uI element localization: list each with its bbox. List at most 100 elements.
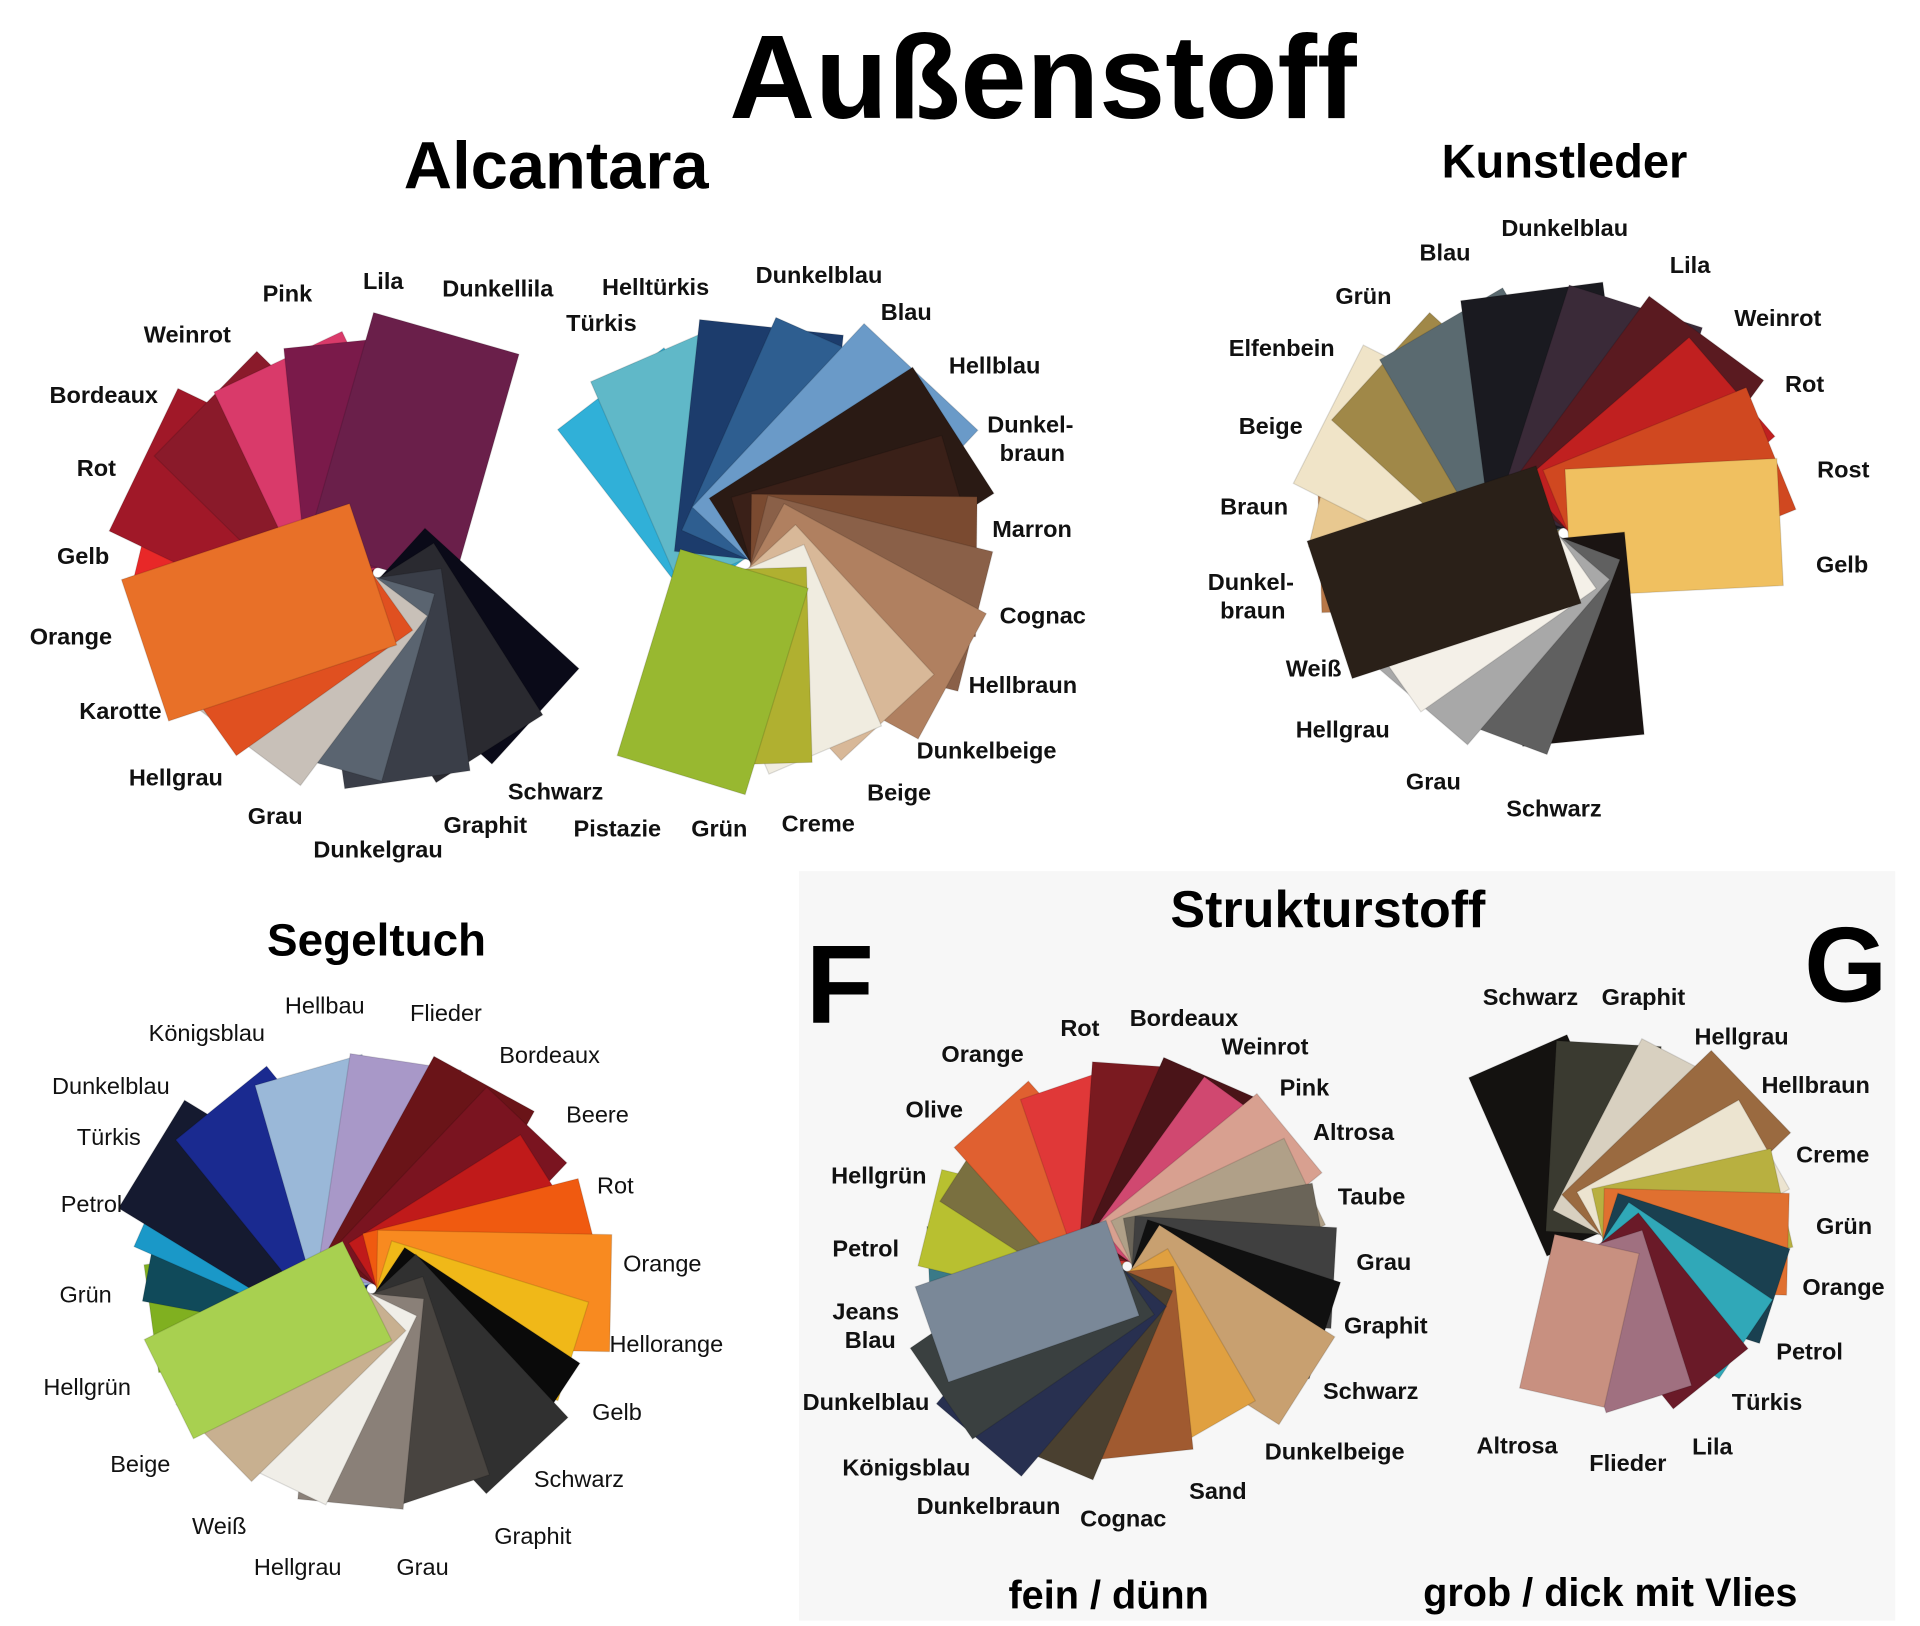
swatch-fan-struktur-f: Rot Bordeaux Orange Weinrot Olive Pink Altrosa…: [803, 1005, 1428, 1531]
swatch-label-braun: Braun: [1220, 493, 1288, 519]
swatch-label-karotte: Karotte: [79, 698, 161, 724]
swatch-label-koenigsblau: Königsblau: [842, 1455, 970, 1481]
swatch-pistazie: [616, 548, 809, 796]
swatch-label-helltuerkis: Helltürkis: [602, 274, 709, 300]
strukturstoff-heading: Strukturstoff: [1170, 881, 1486, 939]
swatch-label-beige: Beige: [867, 780, 931, 806]
swatch-fan-segeltuch: Hellbau Königsblau Flieder Bordeaux Dunkelbl…: [43, 993, 723, 1580]
swatch-label-hellbau: Hellbau: [285, 993, 365, 1019]
swatch-fan-alcantara-a: Weinrot Pink Lila Dunkellila Bordeaux Rot Gelb…: [30, 268, 604, 863]
swatch-label-sand: Sand: [1189, 1478, 1247, 1504]
variant-g-caption: grob / dick mit Vlies: [1423, 1571, 1797, 1615]
swatch-label-blau: Blau: [881, 299, 932, 325]
swatch-label-graphit: Graphit: [443, 812, 527, 838]
swatch-label-bordeaux: Bordeaux: [50, 382, 158, 408]
swatch-label-lila: Lila: [1670, 252, 1711, 278]
swatch-label-rot: Rot: [597, 1172, 634, 1198]
swatch-orange: [120, 502, 398, 722]
swatch-label-gruen: Grün: [1816, 1213, 1872, 1239]
swatch-label-grau: Grau: [1406, 768, 1461, 794]
swatch-fan-struktur-g: Schwarz Graphit Hellgrau Hellbraun Creme Grün…: [1468, 984, 1885, 1476]
swatch-hellgruen: [143, 1240, 393, 1440]
swatch-label-rot: Rot: [77, 455, 116, 481]
swatch-label-dunkelblau: Dunkelblau: [756, 262, 883, 288]
swatch-label-hellgruen: Hellgrün: [43, 1374, 131, 1400]
alcantara-heading: Alcantara: [404, 129, 710, 204]
swatch-label-dunkelblau: Dunkelblau: [52, 1073, 170, 1099]
swatch-label-flieder: Flieder: [410, 1000, 482, 1026]
swatch-label-creme: Creme: [782, 811, 855, 837]
swatch-dunkellila: [305, 311, 520, 590]
swatch-label-orange: Orange: [1802, 1274, 1884, 1300]
swatch-label-dunkelgrau: Dunkelgrau: [313, 837, 442, 863]
variant-f-caption: fein / dünn: [1008, 1573, 1208, 1617]
swatch-label-schwarz: Schwarz: [508, 778, 603, 804]
swatch-label-dunkelbraun: Dunkelbraun: [917, 1493, 1061, 1519]
swatch-label-grau: Grau: [248, 803, 303, 829]
swatch-label-schwarz: Schwarz: [1483, 984, 1578, 1010]
swatch-label-petrol: Petrol: [832, 1235, 899, 1261]
swatch-label-olive: Olive: [905, 1097, 963, 1123]
swatch-label-elfenbein: Elfenbein: [1229, 335, 1335, 361]
swatch-fan-alcantara-b: Türkis Helltürkis Dunkelblau Blau Hellblau Du…: [556, 262, 1086, 842]
swatch-label-hellorange: Hellorange: [609, 1331, 723, 1357]
swatch-label-pink: Pink: [1280, 1074, 1331, 1100]
swatch-label-lila: Lila: [363, 268, 404, 294]
swatch-label-graphit: Graphit: [1344, 1312, 1428, 1338]
swatch-label-gruen: Grün: [1335, 283, 1391, 309]
swatch-label-weiss: Weiß: [1286, 656, 1342, 682]
swatch-label-cognac: Cognac: [1000, 602, 1086, 628]
swatch-altrosa: [1518, 1233, 1640, 1409]
swatch-label-schwarz: Schwarz: [1323, 1378, 1418, 1404]
swatch-label-rot: Rot: [1060, 1015, 1099, 1041]
variant-f-letter: F: [806, 921, 874, 1046]
swatch-jeans-blau: [914, 1219, 1140, 1383]
swatch-label-dunkel-braun: Dunkel-braun: [1208, 569, 1294, 623]
swatch-label-dunkellila: Dunkellila: [442, 275, 554, 301]
page-title: Außenstoff: [729, 11, 1357, 144]
swatch-label-hellblau: Hellblau: [949, 352, 1040, 378]
swatch-label-weinrot: Weinrot: [1221, 1034, 1308, 1060]
swatch-label-rot: Rot: [1785, 371, 1824, 397]
swatch-label-tuerkis: Türkis: [77, 1124, 141, 1150]
swatch-label-beere: Beere: [566, 1102, 629, 1128]
swatch-label-tuerkis: Türkis: [1732, 1389, 1803, 1415]
variant-g-letter: G: [1804, 905, 1887, 1024]
swatch-label-hellbraun: Hellbraun: [1761, 1072, 1869, 1098]
swatch-label-pistazie: Pistazie: [574, 816, 662, 842]
swatch-label-flieder: Flieder: [1589, 1450, 1666, 1476]
swatch-label-hellbraun: Hellbraun: [969, 672, 1077, 698]
swatch-label-bordeaux: Bordeaux: [1130, 1005, 1238, 1031]
swatch-label-gelb: Gelb: [57, 543, 109, 569]
swatch-label-petrol: Petrol: [61, 1191, 122, 1217]
swatch-label-hellgrau: Hellgrau: [1296, 716, 1390, 742]
swatch-label-gruen: Grün: [59, 1281, 111, 1307]
swatch-label-pink: Pink: [263, 280, 314, 306]
swatch-label-hellgruen: Hellgrün: [831, 1162, 926, 1188]
swatch-label-dunkelblau: Dunkelblau: [1501, 215, 1628, 241]
swatch-label-grau: Grau: [396, 1554, 448, 1580]
swatch-label-lila: Lila: [1692, 1434, 1733, 1460]
swatch-label-hellgrau: Hellgrau: [1695, 1024, 1789, 1050]
swatch-label-graphit: Graphit: [494, 1523, 572, 1549]
swatch-label-hellgrau: Hellgrau: [129, 765, 223, 791]
swatch-label-schwarz: Schwarz: [1506, 796, 1601, 822]
swatch-label-beige: Beige: [1239, 413, 1303, 439]
swatch-label-gruen: Grün: [691, 816, 747, 842]
swatch-label-tuerkis: Türkis: [566, 310, 637, 336]
swatch-label-petrol: Petrol: [1776, 1338, 1843, 1364]
swatch-label-taube: Taube: [1338, 1183, 1406, 1209]
swatch-label-jeans-blau: Jeans Blau: [832, 1299, 899, 1353]
swatch-label-altrosa: Altrosa: [1313, 1119, 1395, 1145]
segeltuch-heading: Segeltuch: [267, 914, 486, 965]
kunstleder-heading: Kunstleder: [1442, 135, 1688, 188]
swatch-label-gelb: Gelb: [1816, 552, 1868, 578]
swatch-label-rost: Rost: [1817, 456, 1869, 482]
swatch-label-orange: Orange: [941, 1041, 1023, 1067]
swatch-label-altrosa: Altrosa: [1477, 1432, 1559, 1458]
swatch-label-dunkelbeige: Dunkelbeige: [917, 737, 1057, 763]
swatch-label-blau: Blau: [1420, 240, 1471, 266]
swatch-label-koenigsblau: Königsblau: [149, 1020, 265, 1046]
swatch-label-creme: Creme: [1796, 1141, 1869, 1167]
